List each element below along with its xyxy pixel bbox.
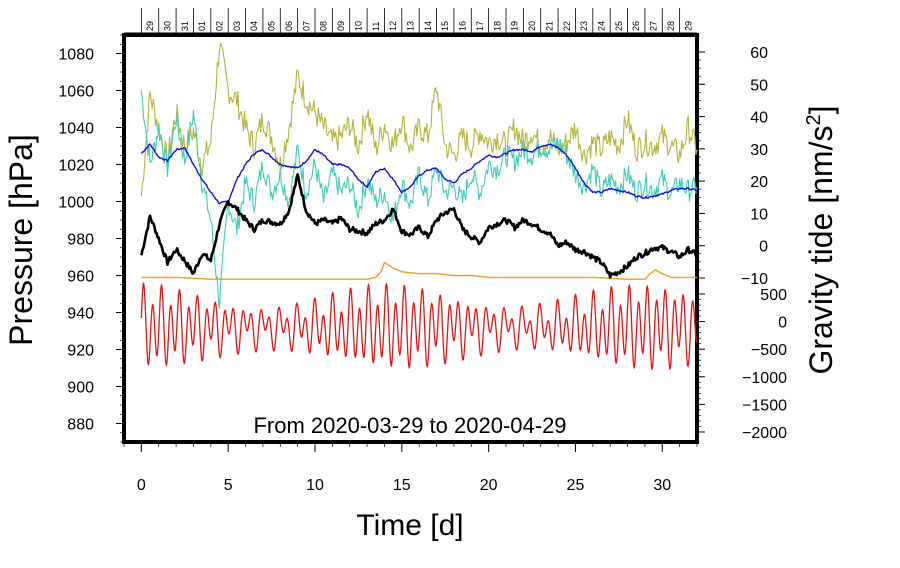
series-layer [140,42,698,371]
y-tick-label-left: 1060 [58,84,94,101]
series-red [140,281,698,371]
date-label: 14 [423,21,433,31]
right-axis: −10 0 10 20 30 40 50 60 −2000 −1500 −1000 −500 0 500 [697,45,787,442]
y-axis-title-left: Pressure [hPa] [3,134,39,346]
y-tick-label-right-upper: 0 [759,239,768,256]
y-tick-label-right-lower: −1500 [742,397,787,414]
series-gravity-tide-blue [140,143,698,205]
y-tick-label-right-upper: 50 [750,77,768,94]
date-label: 27 [649,21,659,31]
date-label: 22 [562,21,572,31]
series-gravity-tide-olive [140,42,698,197]
y-tick-label-right-lower: 0 [778,315,787,332]
date-label: 24 [597,21,607,31]
date-label: 06 [284,21,294,31]
y-axis-title-right-close: ] [803,106,839,115]
series-pressure [140,173,698,279]
y-tick-label-left: 1080 [58,47,94,64]
date-label: 04 [249,21,259,31]
y-tick-label-right-lower: 500 [760,287,787,304]
date-label: 02 [215,21,225,31]
plot-frame [122,33,699,444]
date-range-annotation: From 2020-03-29 to 2020-04-29 [253,413,566,438]
date-label: 30 [162,21,172,31]
y-tick-label-left: 960 [67,269,94,286]
x-tick-label: 15 [393,477,411,494]
x-tick-label: 10 [306,477,324,494]
date-label: 10 [353,21,363,31]
bottom-axis: 0 5 10 15 20 25 30 [123,442,698,494]
date-label: 01 [197,21,207,31]
x-tick-label: 20 [480,477,498,494]
date-label: 25 [614,21,624,31]
y-tick-label-right-lower: −500 [751,342,787,359]
date-label: 29 [145,21,155,31]
y-tick-label-left: 1040 [58,121,94,138]
date-label: 03 [232,21,242,31]
y-axis-title-right-sup: 2 [803,114,825,125]
series-orange [141,261,697,280]
date-label: 31 [180,21,190,31]
x-axis-title: Time [d] [356,509,463,542]
x-tick-label: 30 [653,477,671,494]
series-gravity-tide-turquoise [140,90,698,309]
y-tick-label-left: 1020 [58,158,94,175]
y-tick-label-left: 900 [67,380,94,397]
y-tick-label-left: 1000 [58,195,94,212]
y-tick-label-right-upper: 40 [750,110,768,127]
y-axis-title-right-main: Gravity tide [nm/s [803,126,839,375]
date-label: 18 [492,21,502,31]
date-label: 09 [336,21,346,31]
y-tick-label-left: 980 [67,232,94,249]
date-label: 20 [527,21,537,31]
date-label: 05 [267,21,277,31]
date-label: 23 [579,21,589,31]
y-tick-label-right-upper: 20 [750,174,768,191]
date-label: 15 [440,21,450,31]
date-label: 28 [666,21,676,31]
date-label: 13 [406,21,416,31]
date-label: 16 [458,21,468,31]
date-label: 29 [683,21,693,31]
date-strip: 29 30 31 01 02 03 04 05 06 07 08 09 10 11 12 13 14 15 16 17… [124,8,697,34]
x-tick-label: 0 [137,477,146,494]
date-label: 11 [371,22,381,31]
date-label: 21 [544,21,554,31]
y-tick-label-right-upper: 10 [750,206,768,223]
y-tick-label-left: 940 [67,306,94,323]
date-label: 19 [510,21,520,31]
y-tick-label-right-upper: −10 [741,271,768,288]
x-tick-label: 25 [567,477,585,494]
date-label: 26 [631,21,641,31]
x-tick-label: 5 [224,477,233,494]
date-label: 07 [301,21,311,31]
date-label: 12 [388,21,398,31]
date-label: 17 [475,21,485,31]
y-tick-label-left: 920 [67,343,94,360]
y-tick-label-right-upper: 60 [750,45,768,62]
y-tick-label-right-lower: −1000 [742,370,787,387]
date-label: 08 [319,21,329,31]
left-axis: 880 900 920 940 960 980 1000 1020 1040 1060 1080 [58,34,124,443]
y-tick-label-left: 880 [67,417,94,434]
y-tick-label-right-upper: 30 [750,142,768,159]
y-axis-title-right: Gravity tide [nm/s2] [803,106,839,375]
y-tick-label-right-lower: −2000 [742,425,787,442]
